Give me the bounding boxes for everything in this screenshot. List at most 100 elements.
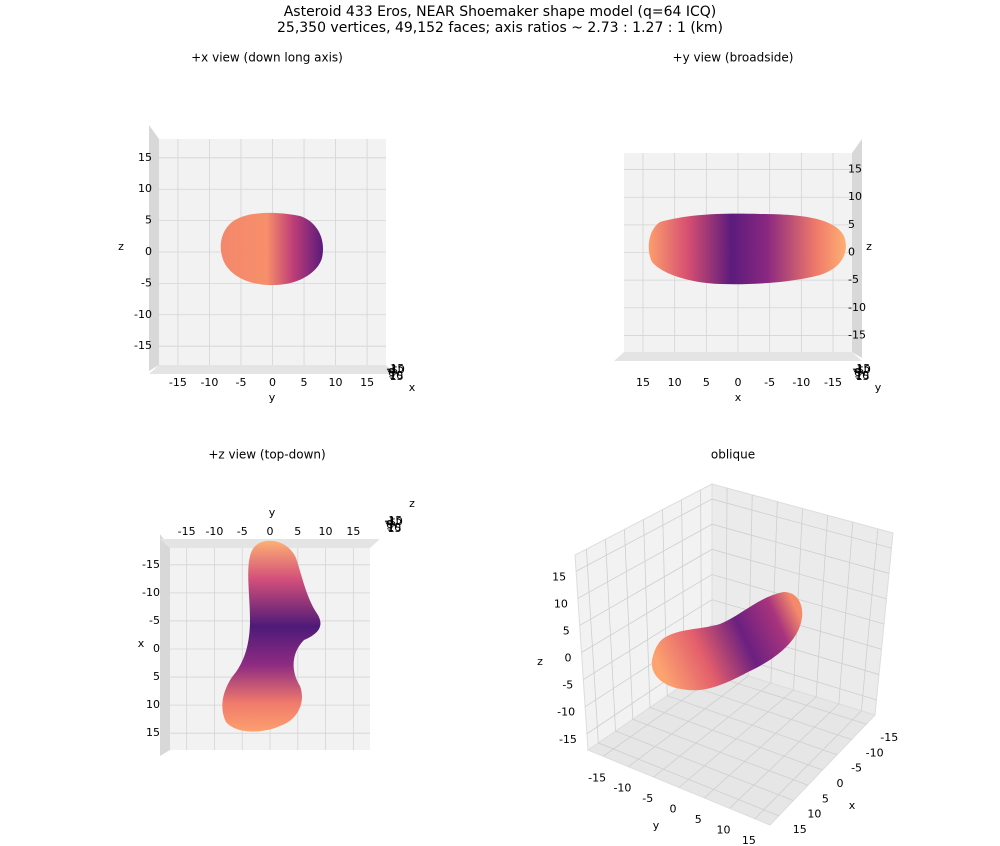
tick-label: 0 (386, 518, 393, 531)
axis-label: x (138, 637, 145, 650)
tick-label: -10 (557, 706, 575, 719)
asteroid-shape (648, 213, 846, 285)
tick-label: 10 (807, 808, 821, 821)
grid-line (583, 599, 882, 680)
tick-label: 10 (387, 521, 401, 534)
tick-label: 10 (554, 597, 568, 610)
grid-line (704, 515, 829, 799)
tick-label: -15 (142, 558, 160, 571)
tick-label: 0 (735, 376, 742, 389)
labels: -15 -10 -5 0 5 10 15-15-10-5051015-15-10-50510… (118, 151, 898, 846)
axis-label: y (875, 381, 882, 394)
tick-label: -15 (134, 339, 152, 352)
grid-line (584, 624, 880, 708)
tick-label: 5 (855, 367, 862, 380)
tick-label: 10 (855, 369, 869, 382)
tick-label: -15 (852, 362, 870, 375)
tick-label: -15 (848, 328, 866, 341)
tick-label: 0 (145, 245, 152, 258)
tick-label: 10 (329, 376, 343, 389)
tick-label: -5 (642, 792, 653, 805)
grid-line (643, 519, 823, 771)
axis-label: x (735, 391, 742, 404)
tick-label: 15 (848, 163, 862, 176)
grids (159, 139, 892, 820)
tick-label: 15 (138, 151, 152, 164)
axis-label: z (866, 240, 872, 253)
tick-label: 15 (390, 370, 404, 383)
tick-label: 5 (145, 214, 152, 227)
axis-label: z (409, 497, 415, 510)
tick-label: 10 (319, 525, 333, 538)
asteroid-shape (220, 212, 324, 286)
tick-label: -10 (866, 746, 884, 759)
asteroid-shape (651, 592, 803, 691)
tick-label: -10 (848, 301, 866, 314)
tick-label: -5 (149, 614, 160, 627)
tick-label: 5 (822, 792, 829, 805)
grid-line (577, 523, 890, 599)
side-pane (160, 534, 170, 756)
tick-label: 5 (387, 519, 394, 532)
panel-title: oblique (711, 448, 755, 462)
grid-line (575, 498, 892, 572)
tick-label: -10 (142, 586, 160, 599)
axis-label: y (653, 819, 660, 832)
tick-label: 15 (146, 726, 160, 739)
tick-label: -15 (824, 376, 842, 389)
grid-line (628, 494, 753, 767)
tick-label: -10 (200, 376, 218, 389)
tick-label: 5 (301, 376, 308, 389)
axis-label: z (537, 655, 543, 668)
panel-title: +z view (top-down) (208, 448, 325, 462)
tick-label: 15 (360, 376, 374, 389)
grid-line (624, 529, 809, 786)
tick-label: 10 (138, 182, 152, 195)
grid-line (678, 508, 803, 788)
tick-label: -10 (134, 308, 152, 321)
tick-label: 5 (563, 624, 570, 637)
tick-label: 0 (269, 376, 276, 389)
figure-title: Asteroid 433 Eros, NEAR Shoemaker shape … (284, 4, 717, 20)
tick-label: -15 (384, 514, 402, 527)
tick-label: 15 (636, 376, 650, 389)
tick-label: -10 (853, 363, 871, 376)
figure-subtitle: 25,350 vertices, 49,152 faces; axis rati… (277, 20, 723, 36)
tick-label: 15 (856, 370, 870, 383)
floor-pane (614, 352, 862, 361)
tick-label: -15 (178, 525, 196, 538)
tick-label: -5 (385, 517, 396, 530)
tick-label: -10 (205, 525, 223, 538)
grid-line (586, 549, 779, 817)
tick-label: 15 (552, 570, 566, 583)
tick-label: 10 (717, 823, 731, 836)
grid-line (581, 574, 885, 653)
tick-label: 0 (837, 777, 844, 790)
panel-title: +x view (down long axis) (191, 51, 343, 65)
grid-line (662, 509, 838, 756)
tick-label: 0 (153, 642, 160, 655)
axis-label: z (118, 240, 124, 253)
side-pane (852, 139, 862, 358)
tick-label: 0 (848, 246, 855, 259)
floor-pane (586, 664, 876, 826)
tick-label: 0 (854, 366, 861, 379)
axis-label: x (409, 381, 416, 394)
grid-line (729, 522, 854, 809)
tick-label: -5 (853, 365, 864, 378)
tick-label: -10 (792, 376, 810, 389)
tick-label: 15 (388, 522, 402, 535)
tick-label: 10 (389, 369, 403, 382)
grid-line (605, 539, 794, 801)
tick-label: 0 (565, 652, 572, 665)
tick-label: -5 (237, 525, 248, 538)
tick-label: 5 (695, 813, 702, 826)
tick-label: 10 (848, 190, 862, 203)
tick-label: -15 (559, 733, 577, 746)
tick-label: 5 (848, 218, 855, 231)
tick-label: -10 (613, 782, 631, 795)
tick-label: -10 (387, 363, 405, 376)
axis-label: y (269, 506, 276, 519)
tick-label: 0 (670, 803, 677, 816)
